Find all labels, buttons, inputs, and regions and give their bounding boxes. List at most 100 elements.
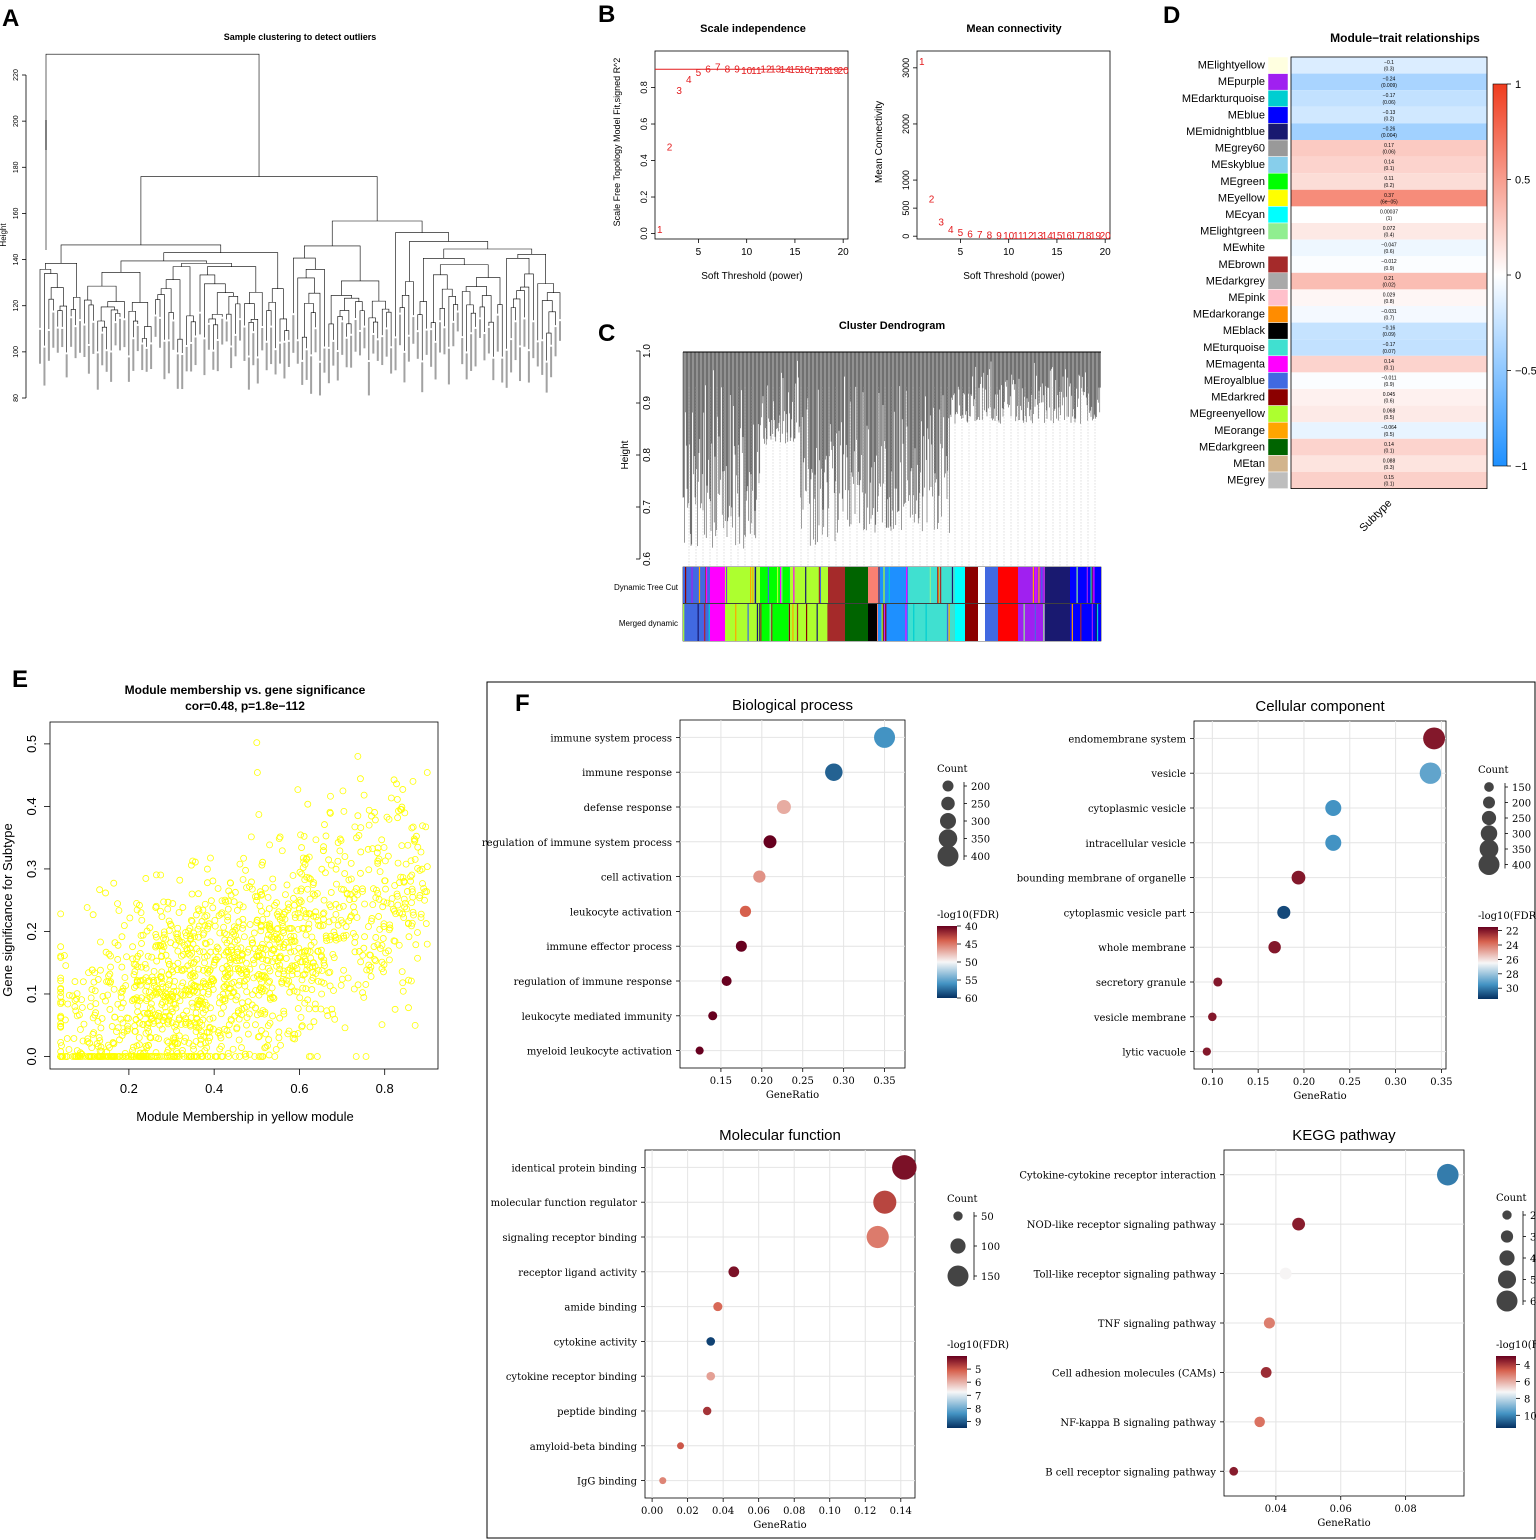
gene-point	[336, 847, 344, 855]
gene-point	[129, 955, 137, 963]
gene-point	[162, 935, 170, 943]
size-legend-label: 150	[981, 1272, 1000, 1283]
gene-point	[301, 970, 309, 978]
p-value: (0.07)	[1382, 349, 1395, 355]
panel-letter-c: C	[598, 320, 615, 347]
size-legend-title: Count	[1496, 1193, 1527, 1204]
module-label: MEdarkred	[1211, 392, 1265, 404]
gene-point	[278, 979, 286, 987]
module-color-stripe	[691, 567, 693, 603]
gene-point	[322, 932, 330, 940]
enrichment-dot	[1436, 1163, 1459, 1186]
module-color-stripe	[884, 604, 886, 641]
dendrogram-link	[419, 301, 427, 329]
module-color-stripe	[1090, 567, 1092, 603]
panel-a-ytick-label: 140	[13, 254, 20, 266]
gene-point	[297, 831, 304, 839]
gene-point	[195, 965, 203, 973]
enrichment-dot	[866, 1225, 889, 1249]
gene-point	[143, 982, 151, 990]
correlation-value: −0.17	[1383, 93, 1396, 99]
gene-point	[336, 835, 344, 843]
gene-point	[219, 990, 227, 998]
module-color-swatch	[1267, 355, 1289, 373]
gene-point	[187, 1014, 195, 1022]
module-color-swatch	[1267, 421, 1289, 440]
gene-point	[157, 907, 164, 915]
gene-point	[324, 1012, 332, 1020]
gene-point	[372, 934, 380, 941]
gene-point	[409, 888, 416, 896]
correlation-value: −0.012	[1381, 259, 1397, 265]
gene-point	[314, 947, 322, 955]
p-value: (0.004)	[1381, 133, 1397, 139]
gene-point	[378, 1021, 386, 1029]
gene-point	[354, 891, 361, 899]
module-color-stripe	[771, 604, 773, 641]
power-point-label: 9	[996, 231, 1002, 242]
power-point-label: 5	[958, 228, 964, 239]
gene-point	[114, 1000, 122, 1008]
sample-leaf-label	[96, 353, 99, 390]
gene-point	[276, 833, 284, 841]
gene-point	[190, 1046, 197, 1053]
module-color-swatch	[1267, 438, 1289, 456]
color-legend-bar	[947, 1356, 967, 1428]
dendrogram-link	[165, 279, 181, 340]
size-legend-title: Count	[1478, 765, 1509, 776]
enrichment-dot	[1268, 940, 1281, 954]
gene-point	[398, 968, 406, 976]
gene-point	[307, 954, 315, 962]
gene-point	[231, 888, 239, 896]
gene-point	[239, 951, 247, 959]
gene-point	[204, 925, 211, 933]
gene-point	[400, 877, 408, 885]
gene-point	[250, 974, 257, 982]
gene-point	[61, 1016, 69, 1024]
gene-point	[280, 941, 288, 949]
sample-leaf-label	[279, 343, 281, 364]
dendrogram-link	[250, 318, 259, 357]
size-legend-dot	[1502, 1210, 1512, 1220]
gene-point	[305, 920, 313, 928]
gene-point	[178, 982, 186, 990]
gene-point	[285, 944, 293, 952]
gene-point	[237, 966, 245, 974]
module-color-segment	[828, 604, 845, 641]
gene-point	[164, 1038, 172, 1046]
sample-leaf-label	[536, 342, 539, 367]
color-legend-label: 26	[1506, 955, 1519, 966]
ytick-label: 0.8	[642, 448, 653, 462]
gene-point	[411, 1021, 419, 1029]
gene-point	[280, 929, 287, 937]
gene-point	[374, 941, 382, 949]
power-point-label: 6	[705, 64, 711, 75]
gene-point	[320, 959, 328, 967]
gene-point	[139, 1021, 147, 1029]
gene-point	[302, 985, 310, 993]
gene-point	[340, 932, 347, 940]
gene-point	[97, 966, 104, 974]
gene-point	[271, 1053, 279, 1060]
gene-point	[123, 1053, 131, 1060]
gene-point	[189, 969, 197, 977]
gene-point	[352, 1053, 360, 1060]
gene-point	[366, 966, 374, 974]
enrichment-dot	[659, 1477, 667, 1485]
gene-point	[315, 922, 323, 929]
power-point-label: 12	[1022, 231, 1034, 242]
enrichment-dot	[1213, 977, 1223, 987]
gene-point	[351, 948, 359, 956]
sample-leaf-label	[381, 337, 384, 366]
gene-point	[407, 877, 414, 885]
sample-leaf-label	[350, 335, 353, 368]
panel-c: C Cluster Dendrogram Height 0.60.70.80.9…	[598, 320, 1102, 642]
color-legend-label: 7	[975, 1391, 981, 1402]
gene-point	[248, 939, 256, 947]
gene-point	[174, 947, 182, 955]
module-color-segment	[845, 567, 868, 603]
gene-point	[291, 914, 299, 921]
gene-point	[118, 963, 126, 971]
dendrogram-link	[310, 312, 316, 355]
gene-point	[304, 885, 311, 893]
